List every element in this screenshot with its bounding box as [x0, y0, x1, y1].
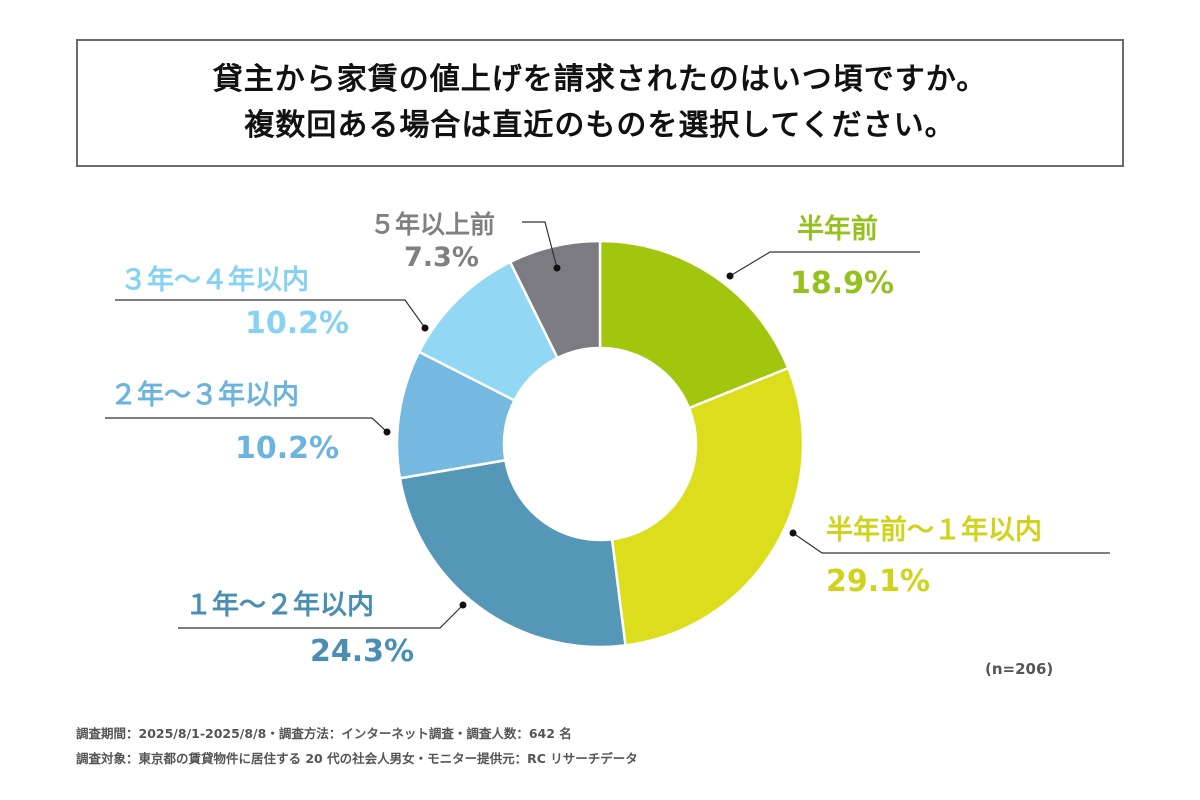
question-line-1: 貸主から家賃の値上げを請求されたのはいつ頃ですか。: [212, 62, 988, 97]
value-1-to-2-years: 24.3%: [310, 634, 415, 669]
label-half-to-1-year: 半年前～１年以内: [826, 515, 1042, 546]
donut-slice-half-year: [598, 239, 790, 410]
leader-line-3-to-4-years: [115, 299, 426, 329]
leader-line-half-year: [729, 251, 920, 277]
leader-dot-2-to-3-years: [383, 428, 391, 436]
donut-slice-5-years-plus: [508, 239, 602, 360]
value-5-years-plus: 7.3%: [404, 242, 479, 273]
label-5-years-plus: ５年以上前: [370, 210, 496, 239]
leader-line-1-to-2-years: [178, 604, 464, 629]
label-1-to-2-years: １年～２年以内: [185, 590, 374, 621]
leader-line-2-to-3-years: [105, 417, 388, 433]
leader-line-5-years-plus: [522, 221, 558, 269]
footnote-survey-target: 調査対象：東京都の賃貸物件に居住する 20 代の社会人男女・モニター提供元：RC…: [76, 751, 638, 766]
label-2-to-3-years: ２年～３年以内: [110, 380, 299, 411]
donut-slice-1-to-2-years: [398, 458, 627, 649]
leader-dot-3-to-4-years: [421, 324, 429, 332]
question-title-box: 貸主から家賃の値上げを請求されたのはいつ頃ですか。 複数回ある場合は直近のものを…: [76, 39, 1124, 167]
leader-dot-half-year: [726, 272, 734, 280]
sample-size: (n=206): [985, 660, 1054, 678]
footnote-survey-period: 調査期間：2025/8/1-2025/8/8・調査方法：インターネット調査・調査…: [76, 726, 572, 741]
value-half-year: 18.9%: [790, 266, 895, 301]
value-half-to-1-year: 29.1%: [826, 564, 931, 599]
label-3-to-4-years: ３年～４年以内: [120, 265, 309, 296]
leader-dot-1-to-2-years: [459, 601, 467, 609]
donut-slice-half-to-1-year: [610, 366, 805, 647]
value-3-to-4-years: 10.2%: [245, 306, 350, 341]
value-2-to-3-years: 10.2%: [235, 431, 340, 466]
question-line-2: 複数回ある場合は直近のものを選択してください。: [244, 108, 956, 143]
label-half-year: 半年前: [797, 214, 878, 245]
leader-dot-5-years-plus: [553, 264, 561, 272]
leader-dot-half-to-1-year: [789, 529, 797, 537]
leader-line-half-to-1-year: [792, 532, 1110, 554]
